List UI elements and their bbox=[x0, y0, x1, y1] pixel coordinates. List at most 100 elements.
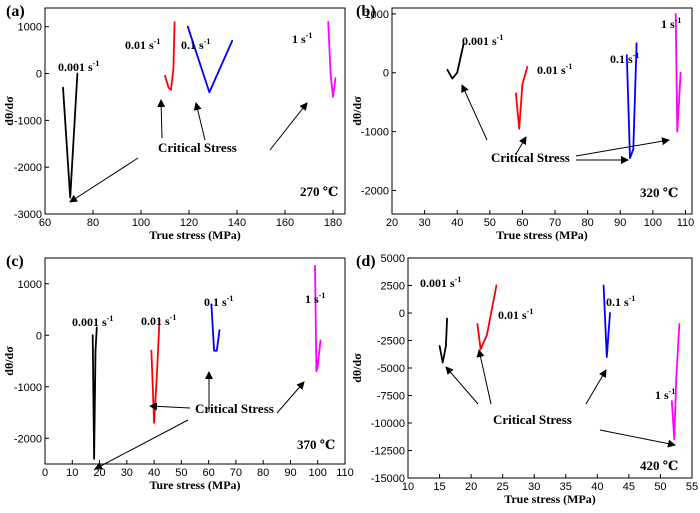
y-tick-label: -10000 bbox=[371, 418, 405, 430]
rate-label-superscript: -1 bbox=[497, 33, 504, 42]
x-tick-label: 80 bbox=[257, 467, 269, 479]
x-tick-label: 80 bbox=[87, 217, 99, 229]
rate-label-superscript: -1 bbox=[675, 16, 682, 25]
rate-label: 0.1 s-1 bbox=[204, 294, 233, 309]
annotation-arrow bbox=[157, 99, 166, 139]
rate-label-superscript: -1 bbox=[93, 59, 100, 68]
x-tick-label: 15 bbox=[433, 481, 445, 493]
y-tick-label: 2500 bbox=[381, 281, 405, 293]
rate-label: 0.001 s-1 bbox=[420, 275, 461, 290]
rate-label-base: 1 s bbox=[305, 292, 319, 306]
rate-label-superscript: -1 bbox=[566, 62, 573, 71]
temperature-label: 370 ℃ bbox=[297, 437, 335, 452]
critical-stress-label: Critical Stress bbox=[491, 150, 570, 165]
panel-label: (b) bbox=[356, 3, 376, 20]
annotation-arrow bbox=[149, 402, 191, 411]
rate-label-base: 0.001 s bbox=[72, 315, 107, 329]
x-axis-label: True stress (MPa) bbox=[496, 228, 588, 242]
y-axis-label: dθ/dσ bbox=[2, 96, 16, 126]
y-tick-label: -3000 bbox=[14, 209, 42, 221]
critical-stress-label: Critical Stress bbox=[195, 401, 274, 416]
y-tick-label: -1000 bbox=[14, 382, 42, 394]
y-tick-label: -2000 bbox=[361, 185, 389, 197]
series-line-1 bbox=[446, 42, 465, 80]
temperature-label: 420 ℃ bbox=[640, 458, 678, 473]
rate-label: 0.001 s-1 bbox=[462, 33, 503, 48]
y-tick-label: 0 bbox=[36, 69, 42, 81]
x-tick-label: 140 bbox=[228, 217, 246, 229]
x-tick-label: 55 bbox=[686, 481, 698, 493]
y-tick-label: 1000 bbox=[18, 22, 42, 34]
y-tick-label: 1000 bbox=[18, 279, 42, 291]
rate-label-base: 1 s bbox=[292, 32, 306, 46]
rate-label-base: 0.1 s bbox=[606, 295, 629, 309]
annotation-arrow bbox=[193, 102, 206, 141]
rate-label: 0.01 s-1 bbox=[141, 313, 176, 328]
series-line-1 bbox=[62, 72, 79, 199]
rate-label-base: 0.1 s bbox=[181, 38, 204, 52]
series-line-2 bbox=[515, 66, 529, 130]
rate-label: 0.01 s-1 bbox=[537, 62, 572, 77]
rate-label-base: 0.1 s bbox=[204, 295, 227, 309]
series-line-2 bbox=[476, 284, 498, 351]
rate-label: 0.001 s-1 bbox=[72, 314, 113, 329]
x-tick-label: 30 bbox=[121, 467, 133, 479]
annotation-arrow bbox=[599, 429, 676, 448]
series-line-4 bbox=[327, 21, 337, 98]
rate-label-superscript: -1 bbox=[455, 275, 462, 284]
y-tick-label: -2000 bbox=[14, 162, 42, 174]
y-tick-label: 1000 bbox=[365, 9, 389, 21]
rate-label-base: 0.01 s bbox=[537, 63, 566, 77]
rate-label-superscript: -1 bbox=[170, 313, 177, 322]
annotation-arrow bbox=[276, 381, 305, 414]
rate-label: 1 s-1 bbox=[655, 387, 675, 402]
series-line-2 bbox=[150, 318, 161, 424]
x-tick-label: 100 bbox=[644, 217, 662, 229]
rate-label-superscript: -1 bbox=[107, 314, 114, 323]
panel-b: 20 30 40 50 60 70 80 90 100 110 -2000 -1000 0 1000 Tru… bbox=[350, 3, 694, 242]
rate-label-base: 0.1 s bbox=[610, 52, 633, 66]
rate-label-superscript: -1 bbox=[633, 51, 640, 60]
x-tick-label: 10 bbox=[402, 481, 414, 493]
rate-label: 1 s-1 bbox=[292, 31, 312, 46]
panel-label: (c) bbox=[6, 253, 24, 270]
x-tick-label: 110 bbox=[336, 467, 354, 479]
rate-label-superscript: -1 bbox=[227, 294, 234, 303]
x-tick-label: 0 bbox=[42, 467, 48, 479]
rate-label: 0.01 s-1 bbox=[125, 37, 160, 52]
x-tick-label: 40 bbox=[451, 217, 463, 229]
rate-label-base: 0.01 s bbox=[498, 308, 527, 322]
temperature-label: 320 ℃ bbox=[640, 185, 678, 200]
y-tick-label: -15000 bbox=[371, 473, 405, 485]
series-line-1 bbox=[438, 317, 448, 364]
x-tick-label: 20 bbox=[465, 481, 477, 493]
annotation-arrow bbox=[461, 84, 488, 141]
series-line-2 bbox=[164, 21, 176, 91]
rate-label-base: 0.001 s bbox=[420, 276, 455, 290]
y-tick-label: -5000 bbox=[377, 363, 405, 375]
x-tick-label: 40 bbox=[591, 481, 603, 493]
annotation-arrow bbox=[575, 137, 670, 157]
y-tick-label: 5000 bbox=[381, 253, 405, 265]
x-tick-label: 30 bbox=[418, 217, 430, 229]
panel-a: 60 80 100 120 140 160 180 -3000 -2000 -1000 0 1000 T… bbox=[2, 3, 346, 242]
x-tick-label: 70 bbox=[230, 467, 242, 479]
rate-label-superscript: -1 bbox=[319, 291, 326, 300]
x-tick-label: 30 bbox=[528, 481, 540, 493]
panel-label: (d) bbox=[356, 253, 376, 270]
y-tick-label: -1000 bbox=[14, 115, 42, 127]
rate-label-superscript: -1 bbox=[629, 294, 636, 303]
rate-label: 0.1 s-1 bbox=[181, 37, 210, 52]
rate-label: 0.001 s-1 bbox=[58, 59, 99, 74]
rate-label: 1 s-1 bbox=[661, 16, 681, 31]
series-line-3 bbox=[602, 284, 611, 358]
x-tick-label: 10 bbox=[66, 467, 78, 479]
x-tick-label: 40 bbox=[148, 467, 160, 479]
annotation-arrow bbox=[69, 157, 139, 203]
x-tick-label: 50 bbox=[175, 467, 187, 479]
y-tick-label: -1000 bbox=[361, 127, 389, 139]
panel-d: 10 15 20 25 30 35 40 45 50 55-15000-12500-10000-7… bbox=[350, 253, 698, 506]
x-tick-label: 25 bbox=[497, 481, 509, 493]
y-tick-label: 0 bbox=[399, 308, 405, 320]
